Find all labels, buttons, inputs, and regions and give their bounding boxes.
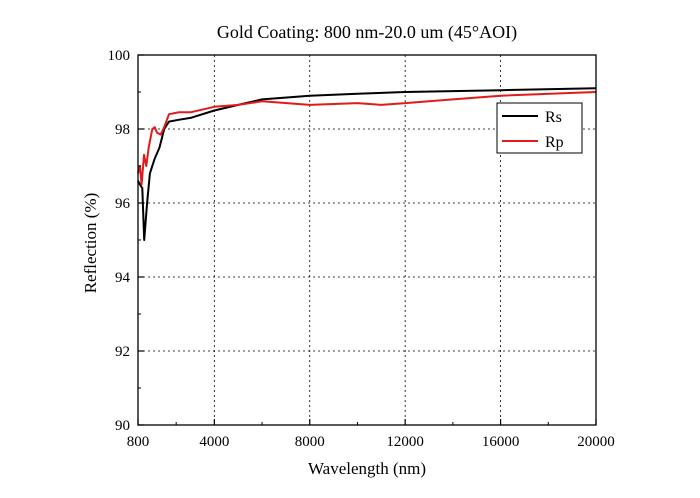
y-axis-label: Reflection (%) [81, 193, 100, 294]
x-tick-label: 20000 [577, 434, 615, 450]
y-tick-label: 90 [115, 418, 130, 434]
x-tick-label: 8000 [295, 434, 325, 450]
y-tick-label: 92 [115, 344, 130, 360]
y-tick-label: 96 [115, 196, 131, 212]
series-lines [137, 87, 597, 241]
legend-label-rp: Rp [545, 134, 564, 151]
x-tick-label: 16000 [482, 434, 520, 450]
y-tick-label: 94 [115, 270, 131, 286]
y-tick-label: 98 [115, 122, 130, 138]
legend-box [496, 102, 583, 154]
chart-title: Gold Coating: 800 nm-20.0 um (45°AOI) [217, 22, 517, 43]
series-line-rp [137, 91, 597, 186]
legend: Rs Rp [496, 102, 583, 154]
x-tick-label: 12000 [386, 434, 424, 450]
x-tick-label: 800 [127, 434, 150, 450]
axis-ticks: 800 4000 8000 12000 16000 20000 90 92 94 96 98 100 [108, 48, 615, 450]
series-line-rs [137, 87, 597, 241]
x-tick-label: 4000 [199, 434, 229, 450]
legend-label-rs: Rs [545, 109, 562, 126]
y-tick-label: 100 [108, 48, 131, 64]
x-axis-label: Wavelength (nm) [308, 459, 426, 478]
